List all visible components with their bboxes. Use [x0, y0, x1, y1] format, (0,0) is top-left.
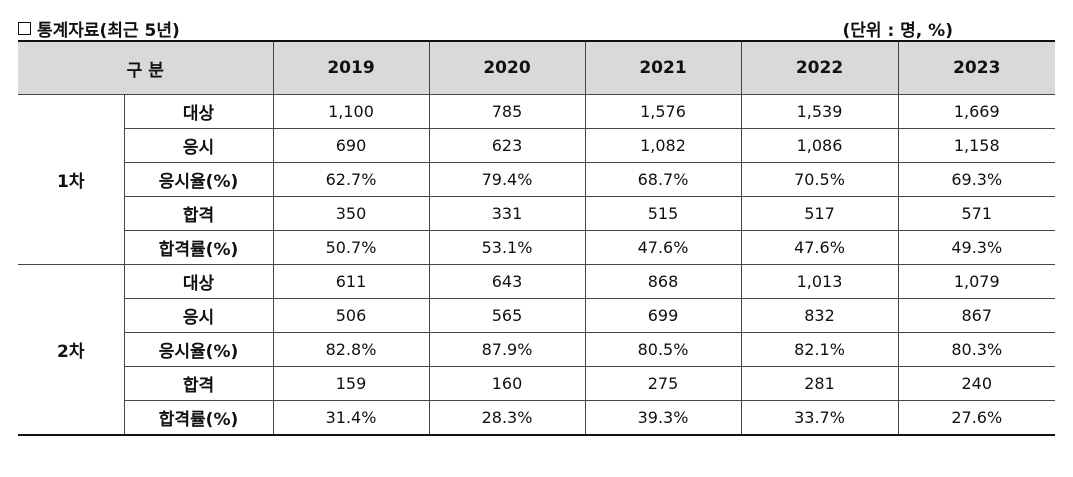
table-cell: 517 — [740, 196, 899, 231]
table-row: 합격 350 331 515 517 571 — [18, 196, 1056, 231]
row-label: 대상 — [123, 94, 274, 129]
table-row: 응시율(%) 62.7% 79.4% 68.7% 70.5% 69.3% — [18, 162, 1056, 197]
table-cell: 33.7% — [740, 400, 899, 436]
table-cell: 79.4% — [428, 162, 586, 197]
table-cell: 867 — [897, 298, 1056, 333]
table-cell: 82.1% — [740, 332, 899, 367]
table-cell: 1,539 — [740, 94, 899, 129]
table-cell: 62.7% — [272, 162, 430, 197]
table-row: 응시 506 565 699 832 867 — [18, 298, 1056, 333]
table-cell: 70.5% — [740, 162, 899, 197]
table-cell: 82.8% — [272, 332, 430, 367]
table-cell: 47.6% — [740, 230, 899, 265]
table-body: 1차 대상 1,100 785 1,576 1,539 1,669 응시 690 623 1,082… — [18, 94, 1056, 436]
table-cell: 832 — [740, 298, 899, 333]
table-row: 응시 690 623 1,082 1,086 1,158 — [18, 128, 1056, 163]
header-year: 2019 — [272, 40, 430, 95]
table-cell: 69.3% — [897, 162, 1056, 197]
table-cell: 159 — [272, 366, 430, 401]
statistics-table: 구 분 2019 2020 2021 2022 2023 1차 대상 1,100 78… — [18, 40, 1056, 436]
table-row: 합격률(%) 31.4% 28.3% 39.3% 33.7% 27.6% — [18, 400, 1056, 436]
header-year: 2023 — [897, 40, 1056, 95]
table-cell: 1,082 — [584, 128, 742, 163]
table-cell: 31.4% — [272, 400, 430, 436]
group-label: 2차 — [18, 264, 125, 436]
table-cell: 80.5% — [584, 332, 742, 367]
table-cell: 275 — [584, 366, 742, 401]
header-year: 2021 — [584, 40, 742, 95]
table-cell: 350 — [272, 196, 430, 231]
row-label: 합격 — [124, 366, 274, 401]
row-label: 응시 — [124, 298, 274, 333]
table-cell: 80.3% — [897, 332, 1056, 367]
table-cell: 28.3% — [428, 400, 586, 436]
table-cell: 50.7% — [272, 230, 430, 265]
unit-note: (단위 : 명, %) — [842, 21, 953, 41]
table-cell: 160 — [428, 366, 586, 401]
page-title-text: 통계자료(최근 5년) — [37, 21, 180, 41]
table-cell: 1,669 — [897, 94, 1056, 129]
table-cell: 331 — [428, 196, 586, 231]
header-year: 2020 — [428, 40, 586, 95]
table-cell: 643 — [428, 264, 586, 299]
header-year: 2022 — [740, 40, 899, 95]
table-cell: 68.7% — [584, 162, 742, 197]
table-cell: 868 — [584, 264, 742, 299]
table-row: 응시율(%) 82.8% 87.9% 80.5% 82.1% 80.3% — [18, 332, 1056, 367]
row-label: 합격 — [124, 196, 274, 231]
table-cell: 87.9% — [428, 332, 586, 367]
table-cell: 1,100 — [272, 94, 430, 129]
header-category: 구 분 — [18, 40, 274, 95]
table-cell: 240 — [897, 366, 1056, 401]
table-cell: 1,013 — [740, 264, 899, 299]
table-row: 1차 대상 1,100 785 1,576 1,539 1,669 — [18, 94, 1056, 265]
table-cell: 623 — [428, 128, 586, 163]
table-cell: 53.1% — [428, 230, 586, 265]
square-bullet-icon — [18, 22, 31, 35]
row-label: 대상 — [123, 264, 274, 299]
table-cell: 49.3% — [897, 230, 1056, 265]
table-cell: 506 — [272, 298, 430, 333]
row-label: 합격률(%) — [124, 230, 274, 265]
table-header-row: 구 분 2019 2020 2021 2022 2023 — [18, 40, 1056, 95]
table-cell: 39.3% — [584, 400, 742, 436]
group-label: 1차 — [18, 94, 125, 265]
row-label: 응시율(%) — [124, 332, 274, 367]
table-row: 합격률(%) 50.7% 53.1% 47.6% 47.6% 49.3% — [18, 230, 1056, 265]
table-cell: 47.6% — [584, 230, 742, 265]
table-cell: 1,086 — [740, 128, 899, 163]
table-cell: 565 — [428, 298, 586, 333]
table-cell: 699 — [584, 298, 742, 333]
header-bar: 통계자료(최근 5년) (단위 : 명, %) — [18, 12, 1053, 41]
row-label: 응시율(%) — [124, 162, 274, 197]
table-cell: 1,158 — [897, 128, 1056, 163]
table-cell: 785 — [428, 94, 586, 129]
page-title: 통계자료(최근 5년) — [18, 16, 180, 41]
table-row: 2차 대상 611 643 868 1,013 1,079 — [18, 264, 1056, 436]
table-cell: 1,576 — [584, 94, 742, 129]
table-cell: 611 — [272, 264, 430, 299]
table-cell: 690 — [272, 128, 430, 163]
table-cell: 1,079 — [897, 264, 1056, 299]
table-cell: 515 — [584, 196, 742, 231]
table-cell: 27.6% — [897, 400, 1056, 436]
row-label: 응시 — [124, 128, 274, 163]
row-label: 합격률(%) — [124, 400, 274, 436]
table-cell: 571 — [897, 196, 1056, 231]
table-row: 합격 159 160 275 281 240 — [18, 366, 1056, 401]
table-cell: 281 — [740, 366, 899, 401]
